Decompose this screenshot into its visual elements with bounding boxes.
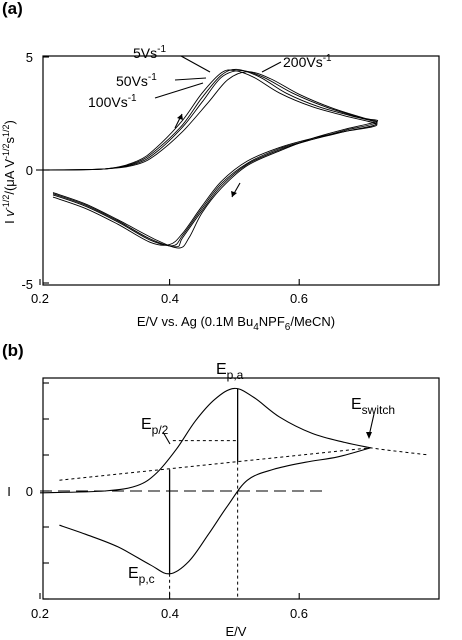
- forward-arrow-head: [177, 114, 183, 120]
- scan-rate-label-100: 100Vs-1: [88, 93, 137, 110]
- panel-b-label: (b): [2, 341, 24, 360]
- panel-a-label: (a): [2, 0, 23, 18]
- panel-b-frame: [42, 377, 440, 600]
- scan-direction-arrows: [174, 113, 241, 198]
- pointer-E-switch-head: [366, 432, 372, 439]
- a-xtick-0.4: 0.4: [161, 291, 179, 306]
- a-ytick-neg5: -5: [21, 277, 33, 292]
- pointer-5: [180, 55, 211, 73]
- scan-rate-pointers: [154, 55, 282, 99]
- reverse-arrow-head: [231, 191, 237, 197]
- b-xtick-0.4: 0.4: [161, 606, 179, 621]
- b-xtick-0.6: 0.6: [290, 606, 308, 621]
- panel-a-ticks: [36, 56, 300, 285]
- pointer-E-p2: [162, 431, 171, 445]
- scan-rate-label-50: 50Vs-1: [116, 72, 157, 89]
- a-ytick-0: 0: [26, 163, 33, 178]
- cv-series-200Vs: [39, 71, 379, 249]
- panel-b-pointers: [162, 413, 375, 445]
- a-ytick-5: 5: [26, 50, 33, 65]
- b-y-axis-title: I: [7, 484, 11, 499]
- label-E-pc: Ep,c: [128, 565, 155, 586]
- b-extrapolated-baseline: [59, 447, 427, 481]
- cv-series-5Vs: [39, 69, 378, 246]
- scan-rate-label-5: 5Vs-1: [133, 44, 166, 61]
- a-x-axis-title: E/V vs. Ag (0.1M Bu4NPF6/MeCN): [137, 314, 335, 333]
- b-xtick-0.2: 0.2: [31, 606, 49, 621]
- b-x-axis-title: E/V: [226, 624, 247, 639]
- a-xtick-0.2: 0.2: [31, 291, 49, 306]
- b-reverse-scan: [59, 447, 371, 575]
- pointer-200: [261, 61, 282, 73]
- label-E-pa: Ep,a: [216, 361, 244, 382]
- b-forward-scan: [39, 387, 371, 494]
- label-E-switch: Eswitch: [351, 396, 395, 417]
- panel-b-series: [39, 387, 427, 599]
- cv-series-100Vs: [39, 70, 378, 248]
- panel-a-series: [39, 68, 379, 249]
- a-xtick-0.6: 0.6: [290, 291, 308, 306]
- pointer-100: [154, 82, 204, 99]
- scan-rate-label-200: 200Vs-1: [283, 53, 332, 70]
- a-y-axis-title: I v-1/2/(μA V-1/2s1/2): [1, 120, 17, 224]
- b-ytick-0: 0: [26, 484, 33, 499]
- pointer-50: [174, 77, 207, 81]
- cv-series-50Vs: [39, 68, 378, 247]
